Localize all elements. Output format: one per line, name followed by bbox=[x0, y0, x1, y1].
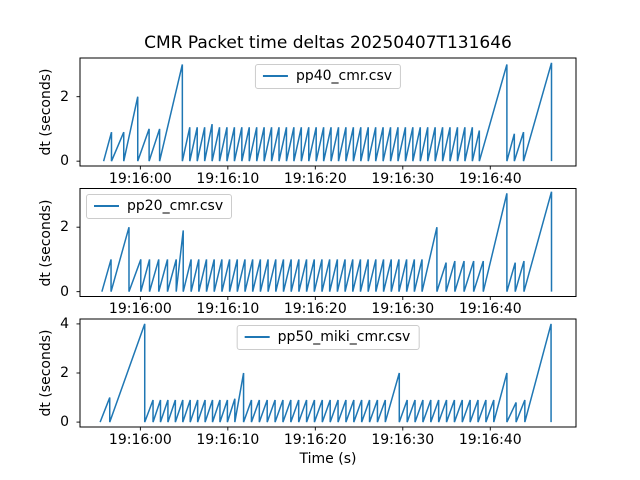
legend-label: pp20_cmr.csv bbox=[127, 198, 224, 214]
x-tick-label: 19:16:20 bbox=[283, 301, 347, 317]
y-tick-label: 0 bbox=[60, 414, 69, 431]
legend-label: pp40_cmr.csv bbox=[295, 67, 393, 84]
x-tick-label: 19:16:40 bbox=[458, 170, 522, 187]
axes-frame-1 bbox=[79, 188, 577, 297]
legend-box: pp40_cmr.csv bbox=[254, 63, 402, 89]
x-tick-label: 19:16:30 bbox=[371, 301, 435, 317]
legend-line-sample bbox=[262, 74, 288, 77]
y-axis-label: dt (seconds) bbox=[38, 68, 54, 156]
y-axis-label: dt (seconds) bbox=[38, 199, 54, 286]
x-tick-label: 19:16:30 bbox=[371, 431, 435, 448]
y-axis-label: dt (seconds) bbox=[38, 329, 54, 417]
x-tick-label: 19:16:10 bbox=[196, 431, 260, 448]
x-tick-label: 19:16:20 bbox=[283, 170, 347, 187]
y-tick-label: 2 bbox=[60, 219, 69, 236]
series-line-2 bbox=[99, 323, 552, 423]
x-tick-label: 19:16:00 bbox=[108, 431, 172, 448]
series-line-1 bbox=[101, 191, 553, 292]
legend-line-sample bbox=[244, 335, 270, 338]
x-tick-label: 19:16:10 bbox=[196, 301, 260, 317]
axes-frame-0 bbox=[79, 57, 577, 167]
x-axis-label: Time (s) bbox=[299, 451, 357, 467]
series-line-0 bbox=[102, 62, 553, 162]
y-tick-label: 0 bbox=[60, 153, 69, 170]
x-tick-label: 19:16:40 bbox=[458, 431, 522, 448]
x-tick-label: 19:16:00 bbox=[108, 170, 172, 187]
x-tick-label: 19:16:00 bbox=[108, 301, 172, 317]
legend-box: pp50_miki_cmr.csv bbox=[236, 324, 420, 350]
y-tick-label: 2 bbox=[60, 365, 69, 381]
x-tick-label: 19:16:10 bbox=[196, 170, 260, 187]
legend-line-sample bbox=[94, 205, 119, 207]
y-tick-label: 2 bbox=[60, 88, 69, 105]
figure-title: CMR Packet time deltas 20250407T131646 bbox=[144, 33, 512, 53]
x-tick-label: 19:16:30 bbox=[371, 170, 435, 187]
x-tick-label: 19:16:40 bbox=[458, 301, 522, 317]
x-tick-label: 19:16:20 bbox=[283, 431, 347, 448]
y-tick-label: 4 bbox=[60, 315, 69, 332]
y-tick-label: 0 bbox=[60, 283, 69, 300]
legend-box: pp20_cmr.csv bbox=[86, 194, 233, 219]
legend-label: pp50_miki_cmr.csv bbox=[277, 328, 411, 345]
